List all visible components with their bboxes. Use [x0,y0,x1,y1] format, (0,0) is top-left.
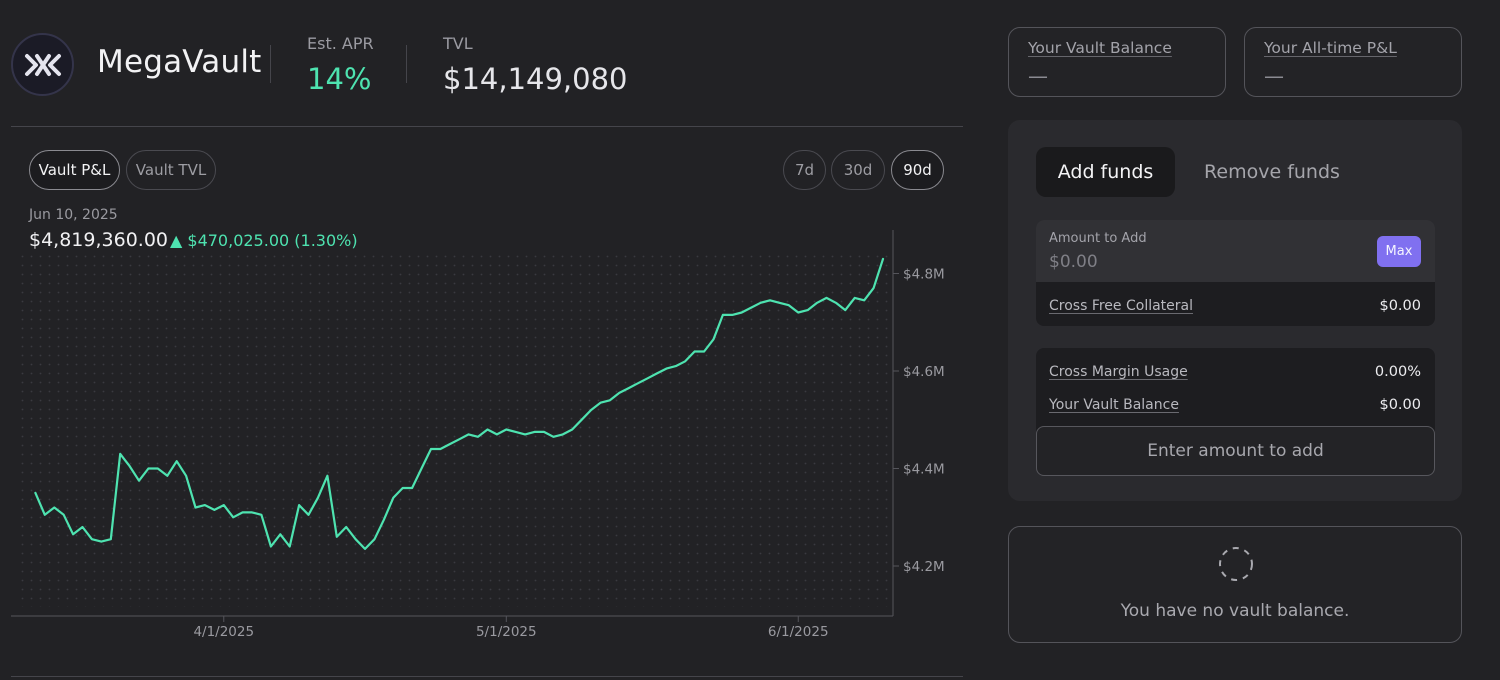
bottom-separator [11,676,963,677]
amount-input[interactable] [1049,249,1349,275]
chart-value: $4,819,360.00 [29,229,169,251]
apr-value: 14% [307,62,372,96]
pnl-line-chart[interactable]: $4.2M $4.4M $4.6M $4.8M 4/1/2025 5/1/2025 6/1/… [0,0,960,650]
x-tick-label: 6/1/2025 [768,624,829,640]
pnl-series-line [34,257,885,550]
header-divider [270,45,271,83]
tab-vault-pnl[interactable]: Vault P&L [29,150,120,190]
vault-balance-card: Your Vault Balance — [1008,27,1226,97]
amount-card: Amount to Add Max Cross Free Collateral … [1036,220,1435,326]
all-time-pnl-value: — [1264,64,1284,88]
apr-label: Est. APR [307,34,374,53]
x-tick-label: 5/1/2025 [476,624,537,640]
header-divider [406,45,407,83]
vault-balance-label[interactable]: Your Vault Balance [1028,39,1172,57]
cross-margin-usage-value: 0.00% [1374,364,1421,380]
tvl-label: TVL [443,34,473,53]
tab-add-funds[interactable]: Add funds [1036,147,1175,197]
y-tick-label: $4.8M [903,267,945,283]
chart-change: ▲ $470,025.00 (1.30%) [170,231,358,250]
max-button[interactable]: Max [1377,236,1421,267]
tab-vault-tvl[interactable]: Vault TVL [126,150,216,190]
y-tick-label: $4.4M [903,462,945,478]
vault-position-card [1008,526,1462,643]
amount-label: Amount to Add [1049,231,1147,246]
all-time-pnl-card: Your All-time P&L — [1244,27,1462,97]
cross-margin-usage-label[interactable]: Cross Margin Usage [1049,364,1188,380]
cross-free-collateral-label[interactable]: Cross Free Collateral [1049,298,1194,314]
summary-vault-balance-label[interactable]: Your Vault Balance [1049,397,1179,413]
vault-logo-icon [24,53,61,76]
chart-date: Jun 10, 2025 [29,207,118,223]
cross-free-collateral-value: $0.00 [1379,298,1421,314]
header-separator [11,126,963,127]
summary-vault-balance-value: $0.00 [1379,397,1421,413]
empty-state-text: You have no vault balance. [1120,601,1350,621]
vault-name: MegaVault [97,44,262,80]
range-90d-button[interactable]: 90d [891,150,944,190]
vault-balance-value: — [1028,64,1048,88]
x-tick-label: 4/1/2025 [193,624,254,640]
loading-spinner-icon [1219,547,1253,581]
tab-remove-funds[interactable]: Remove funds [1204,161,1340,183]
y-tick-label: $4.2M [903,559,945,575]
y-tick-label: $4.6M [903,364,945,380]
range-30d-button[interactable]: 30d [831,150,885,190]
chart-plot-area [20,252,893,607]
amount-input-area: Amount to Add Max [1036,220,1435,282]
enter-amount-button[interactable]: Enter amount to add [1036,426,1435,476]
megavault-logo [11,33,74,96]
all-time-pnl-label[interactable]: Your All-time P&L [1264,39,1397,57]
tvl-value: $14,149,080 [443,62,628,96]
range-7d-button[interactable]: 7d [783,150,826,190]
